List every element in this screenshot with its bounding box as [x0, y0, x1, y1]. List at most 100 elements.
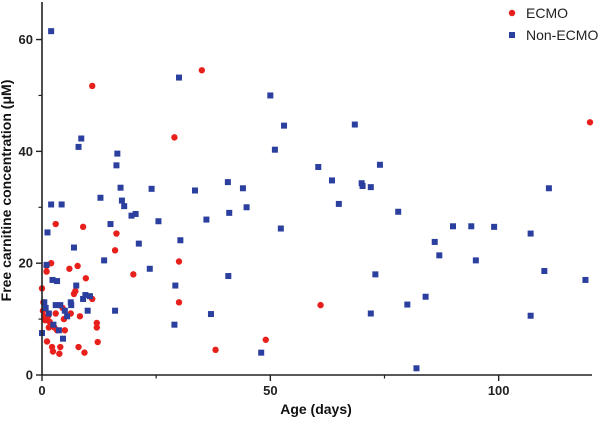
series-ecmo — [38, 67, 594, 357]
series-non-ecmo — [39, 28, 589, 372]
ecmo-point — [57, 343, 64, 351]
non-ecmo-point — [101, 257, 108, 264]
non-ecmo-point — [44, 229, 51, 236]
non-ecmo-point — [41, 299, 48, 306]
non-ecmo-point — [73, 282, 80, 289]
non-ecmo-point — [281, 122, 288, 129]
ecmo-point — [43, 338, 51, 345]
ecmo-point — [171, 134, 178, 141]
non-ecmo-point — [277, 225, 284, 232]
non-ecmo-point — [582, 276, 589, 283]
non-ecmo-point — [42, 304, 49, 311]
non-ecmo-point — [171, 321, 178, 328]
axes: 0 20 40 60 0 50 100 Age (days) Free carnitine co… — [0, 2, 592, 417]
ecmo-point — [72, 287, 79, 295]
legend-label: ECMO — [526, 5, 568, 21]
non-ecmo-point — [64, 313, 71, 320]
ecmo-point — [49, 348, 57, 355]
non-ecmo-point — [97, 194, 104, 201]
non-ecmo-point — [48, 28, 55, 35]
ecmo-point — [82, 275, 90, 282]
non-ecmo-point — [118, 197, 125, 204]
non-ecmo-point — [328, 177, 335, 184]
non-ecmo-point — [52, 302, 59, 309]
non-ecmo-point — [239, 185, 246, 192]
non-ecmo-point — [49, 276, 56, 283]
non-ecmo-point — [351, 121, 358, 128]
ecmo-point — [93, 324, 101, 331]
non-ecmo-point — [468, 223, 475, 230]
non-ecmo-point — [86, 293, 93, 300]
y-tick-label: 60 — [19, 32, 33, 47]
non-ecmo-point — [68, 302, 75, 309]
ecmo-point — [74, 262, 81, 270]
non-ecmo-point — [376, 161, 383, 168]
ecmo-point — [175, 258, 183, 265]
non-ecmo-point — [75, 143, 82, 150]
non-ecmo-point — [541, 268, 548, 275]
ecmo-point — [61, 327, 69, 334]
ecmo-point — [175, 299, 183, 306]
ecmo-point — [94, 338, 101, 346]
non-ecmo-point — [155, 218, 162, 225]
ecmo-point — [66, 265, 73, 272]
non-ecmo-point — [258, 349, 265, 356]
x-tick-label: 0 — [38, 383, 45, 398]
non-ecmo-point — [395, 208, 402, 215]
non-ecmo-point — [224, 179, 231, 186]
non-ecmo-point — [54, 278, 61, 285]
non-ecmo-point — [226, 209, 233, 216]
non-ecmo-point — [527, 312, 534, 319]
non-ecmo-point — [48, 201, 55, 208]
non-ecmo-point — [45, 310, 52, 317]
non-ecmo-point — [132, 210, 139, 217]
non-ecmo-point — [148, 185, 155, 192]
non-ecmo-point — [413, 365, 420, 372]
ecmo-point — [111, 247, 119, 254]
non-ecmo-point — [57, 302, 64, 309]
legend-label: Non-ECMO — [526, 27, 598, 43]
non-ecmo-point — [225, 273, 232, 280]
ecmo-point — [89, 82, 96, 90]
non-ecmo-point — [172, 282, 179, 289]
non-ecmo-point — [267, 92, 274, 99]
non-ecmo-point — [176, 74, 182, 81]
non-ecmo-point — [367, 310, 374, 317]
non-ecmo-point — [191, 187, 198, 194]
ecmo-point — [198, 67, 206, 74]
non-ecmo-point — [491, 223, 498, 230]
x-tick-label: 50 — [263, 383, 277, 398]
ecmo-point — [130, 271, 137, 278]
non-ecmo-point — [472, 257, 479, 264]
x-tick-label: 100 — [488, 383, 510, 398]
ecmo-point — [212, 346, 219, 354]
non-ecmo-point — [450, 223, 456, 230]
non-ecmo-point — [431, 238, 438, 245]
non-ecmo-point — [107, 221, 114, 228]
non-ecmo-point — [359, 183, 366, 190]
plot-area — [38, 28, 594, 372]
non-ecmo-point — [545, 185, 552, 192]
legend: ECMO Non-ECMO — [508, 5, 598, 43]
y-axis-title: Free carnitine concentration (μM) — [0, 80, 14, 302]
non-ecmo-point — [60, 335, 67, 342]
non-ecmo-point — [207, 311, 214, 318]
non-ecmo-point — [80, 295, 87, 302]
ecmo-point — [113, 230, 120, 237]
non-ecmo-point — [271, 146, 278, 153]
non-ecmo-point — [61, 307, 68, 314]
legend-marker — [508, 9, 516, 17]
non-ecmo-point — [372, 271, 379, 278]
non-ecmo-point — [43, 261, 50, 268]
non-ecmo-point — [367, 184, 374, 191]
non-ecmo-point — [135, 240, 142, 247]
non-ecmo-point — [121, 203, 128, 210]
non-ecmo-point — [146, 265, 153, 272]
non-ecmo-point — [114, 150, 121, 157]
non-ecmo-point — [70, 244, 77, 251]
ecmo-point — [262, 336, 269, 343]
non-ecmo-point — [84, 307, 91, 314]
non-ecmo-point — [58, 201, 65, 208]
non-ecmo-point — [113, 162, 120, 169]
non-ecmo-point — [117, 184, 124, 191]
